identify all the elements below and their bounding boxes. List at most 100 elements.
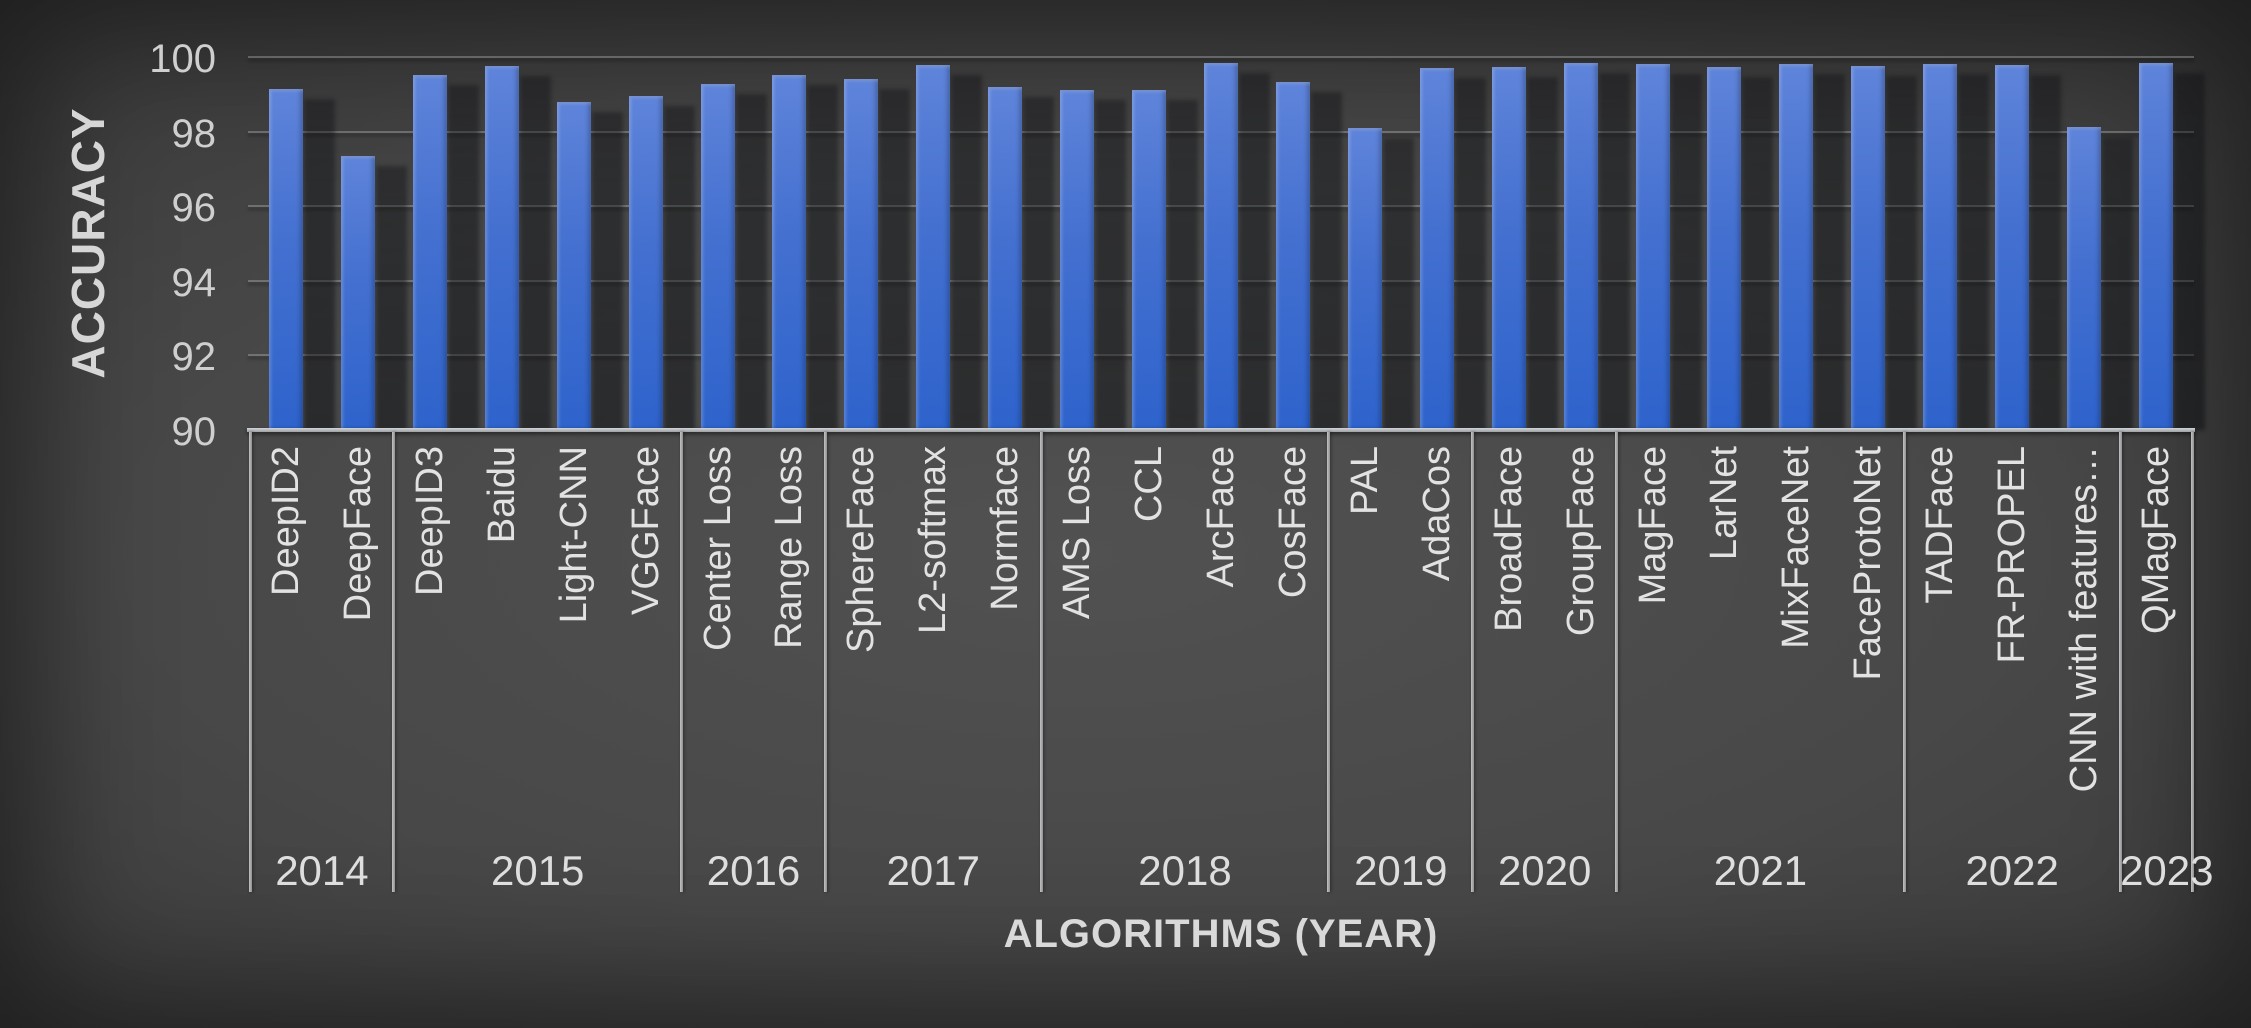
gridline-100	[248, 56, 2194, 58]
bar-ams-loss	[1060, 89, 1095, 430]
bar-shadow-larnet	[1742, 77, 1774, 430]
bar-cnn-with-features	[2067, 127, 2102, 430]
y-tick-label-100: 100	[149, 37, 216, 81]
bar-shadow-center-loss	[735, 93, 767, 430]
bar-shadow-tadface	[1958, 74, 1990, 430]
x-label-mixfacenet: MixFaceNet	[1775, 446, 1818, 649]
y-tick-label-96: 96	[171, 186, 217, 231]
bar-sphereface	[844, 78, 879, 430]
bar-baidu	[484, 65, 519, 430]
x-label-ams-loss: AMS Loss	[1056, 446, 1099, 620]
year-label-2014: 2014	[275, 847, 369, 894]
bar-shadow-qmagface	[2174, 73, 2206, 430]
x-axis-title: ALGORITHMS (YEAR)	[1003, 912, 1439, 956]
bar-mixfacenet	[1779, 64, 1814, 430]
year-separator-10	[2190, 432, 2194, 892]
x-label-deepid2: DeepID2	[264, 446, 307, 596]
x-label-deepid3: DeepID3	[408, 446, 451, 596]
y-tick-label-92: 92	[171, 335, 217, 380]
year-separator-8	[1902, 432, 1906, 892]
bar-vggface	[628, 96, 663, 430]
x-label-range-loss: Range Loss	[768, 446, 811, 649]
bar-shadow-normface	[1023, 97, 1055, 430]
x-label-fr-propel: FR-PROPEL	[1991, 446, 2034, 664]
bar-magface	[1635, 64, 1670, 430]
bar-pal	[1347, 127, 1382, 430]
year-separator-2	[680, 432, 684, 892]
bar-tadface	[1923, 64, 1958, 430]
bar-l2-softmax	[916, 65, 951, 430]
year-separator-4	[1039, 432, 1043, 892]
x-label-center-loss: Center Loss	[696, 446, 739, 651]
year-separator-1	[392, 432, 396, 892]
year-label-2021: 2021	[1713, 847, 1808, 894]
y-tick-label-90: 90	[171, 410, 217, 454]
x-label-cnn-with-features: CNN with features…	[2063, 446, 2106, 793]
x-label-baidu: Baidu	[480, 446, 523, 544]
year-separator-9	[2118, 432, 2122, 892]
bar-shadow-ccl	[1167, 99, 1199, 430]
year-separator-6	[1471, 432, 1475, 892]
bar-shadow-arcface	[1239, 73, 1270, 430]
bar-range-loss	[772, 74, 807, 430]
bar-shadow-light-cnn	[591, 111, 623, 430]
bar-adacos	[1419, 68, 1454, 430]
bar-shadow-fr-propel	[2030, 75, 2062, 430]
x-label-qmagface: QMagFace	[2135, 446, 2178, 634]
x-label-larnet: LarNet	[1703, 446, 1746, 561]
year-separator-7	[1615, 432, 1619, 892]
x-label-adacos: AdaCos	[1415, 446, 1458, 582]
x-label-sphereface: SphereFace	[840, 446, 883, 654]
bar-shadow-baidu	[519, 75, 551, 430]
bar-shadow-vggface	[663, 106, 695, 430]
year-label-2015: 2015	[490, 847, 585, 894]
bar-shadow-magface	[1670, 74, 1702, 430]
bar-ccl	[1132, 89, 1167, 430]
bar-shadow-sphereface	[879, 88, 911, 430]
year-label-2016: 2016	[706, 847, 801, 894]
x-label-arcface: ArcFace	[1200, 446, 1242, 588]
bar-shadow-cnn-with-features	[2102, 137, 2134, 430]
bar-cosface	[1275, 81, 1310, 430]
x-label-magface: MagFace	[1631, 446, 1674, 605]
bar-groupface	[1563, 62, 1598, 430]
bar-shadow-range-loss	[807, 84, 839, 430]
year-label-2017: 2017	[886, 847, 980, 894]
x-label-vggface: VGGFace	[624, 446, 667, 615]
bar-fr-propel	[1995, 65, 2030, 430]
bar-shadow-broadface	[1526, 77, 1558, 430]
x-label-cosface: CosFace	[1271, 446, 1314, 599]
bar-shadow-deepface	[375, 165, 407, 430]
bar-shadow-adacos	[1454, 78, 1486, 430]
bar-broadface	[1491, 67, 1526, 430]
y-tick-label-94: 94	[171, 260, 217, 305]
year-label-2018: 2018	[1138, 847, 1232, 894]
bar-deepid3	[412, 74, 447, 430]
bar-shadow-l2-softmax	[951, 75, 983, 430]
bar-larnet	[1707, 67, 1742, 430]
x-label-tadface: TADFace	[1919, 446, 1962, 604]
year-separator-0	[248, 432, 252, 892]
x-label-pal: PAL	[1343, 446, 1386, 516]
x-label-normface: Normface	[984, 446, 1027, 611]
bar-shadow-deepid2	[303, 98, 335, 430]
bar-light-cnn	[556, 101, 591, 430]
bar-shadow-cosface	[1310, 91, 1342, 430]
x-label-broadface: BroadFace	[1487, 446, 1530, 632]
bar-shadow-ams-loss	[1095, 99, 1127, 430]
bar-shadow-deepid3	[447, 84, 479, 430]
year-label-2023: 2023	[2120, 847, 2214, 894]
year-label-2020: 2020	[1497, 847, 1592, 894]
bar-deepface	[340, 155, 375, 430]
bar-qmagface	[2139, 63, 2174, 430]
year-label-2019: 2019	[1354, 847, 1448, 894]
bar-deepid2	[268, 88, 303, 430]
bar-faceprotonet	[1851, 66, 1886, 430]
year-label-2022: 2022	[1965, 847, 2059, 894]
bar-normface	[988, 87, 1023, 430]
x-label-deepface: DeepFace	[336, 446, 379, 622]
bar-shadow-groupface	[1598, 72, 1630, 430]
bar-shadow-mixfacenet	[1814, 74, 1846, 430]
